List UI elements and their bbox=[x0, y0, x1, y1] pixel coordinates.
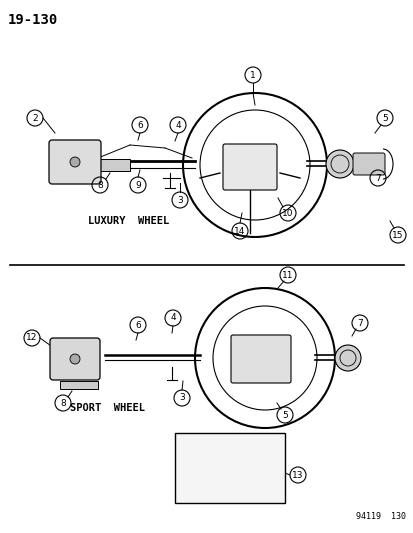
Text: 8: 8 bbox=[60, 399, 66, 408]
Circle shape bbox=[70, 157, 80, 167]
Text: 3: 3 bbox=[179, 393, 185, 402]
Bar bbox=[175, 433, 284, 503]
Text: 4: 4 bbox=[170, 313, 176, 322]
Bar bbox=[60, 381, 98, 389]
Text: 4: 4 bbox=[175, 120, 180, 130]
Text: 5: 5 bbox=[381, 114, 387, 123]
FancyBboxPatch shape bbox=[50, 338, 100, 380]
FancyBboxPatch shape bbox=[49, 140, 101, 184]
Text: 6: 6 bbox=[137, 120, 142, 130]
Text: 3: 3 bbox=[177, 196, 183, 205]
Text: 9: 9 bbox=[135, 181, 140, 190]
Text: 7: 7 bbox=[356, 319, 362, 327]
Text: 14: 14 bbox=[234, 227, 245, 236]
Text: 10: 10 bbox=[282, 208, 293, 217]
Text: 94119  130: 94119 130 bbox=[355, 512, 405, 521]
FancyBboxPatch shape bbox=[352, 153, 384, 175]
FancyBboxPatch shape bbox=[230, 335, 290, 383]
Text: 2: 2 bbox=[32, 114, 38, 123]
Text: 19-130: 19-130 bbox=[8, 13, 58, 27]
FancyBboxPatch shape bbox=[223, 144, 276, 190]
Text: 15: 15 bbox=[391, 230, 403, 239]
Text: 11: 11 bbox=[282, 271, 293, 279]
Text: 7: 7 bbox=[374, 174, 380, 182]
Text: LUXURY  WHEEL: LUXURY WHEEL bbox=[88, 216, 169, 226]
Text: SPORT  WHEEL: SPORT WHEEL bbox=[70, 403, 145, 413]
Circle shape bbox=[325, 150, 353, 178]
Circle shape bbox=[334, 345, 360, 371]
Text: 8: 8 bbox=[97, 181, 102, 190]
Text: 13: 13 bbox=[292, 471, 303, 480]
Text: 6: 6 bbox=[135, 320, 140, 329]
Text: 12: 12 bbox=[26, 334, 38, 343]
Bar bbox=[100, 159, 130, 171]
Text: 1: 1 bbox=[249, 70, 255, 79]
Circle shape bbox=[70, 354, 80, 364]
Text: 5: 5 bbox=[281, 410, 287, 419]
